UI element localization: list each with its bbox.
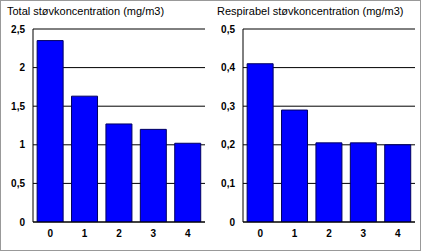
svg-text:0: 0 [229, 217, 235, 228]
svg-text:0,3: 0,3 [221, 101, 235, 112]
html-text:Total støvkoncentration (mg/m3: Total støvkoncentration (mg/m3) [7, 5, 165, 17]
svg-text:4: 4 [185, 228, 191, 239]
svg-text:1,5: 1,5 [11, 101, 25, 112]
svg-text:2,5: 2,5 [11, 24, 25, 35]
svg-text:2: 2 [19, 62, 25, 73]
svg-text:0,1: 0,1 [221, 178, 235, 189]
svg-text:0: 0 [47, 228, 53, 239]
svg-text:4: 4 [395, 228, 401, 239]
svg-text:0,2: 0,2 [221, 139, 235, 150]
html-text:Respirabel støvkoncentration (: Respirabel støvkoncentration (mg/m3) [217, 5, 404, 17]
svg-text:3: 3 [361, 228, 367, 239]
svg-text:1: 1 [82, 228, 88, 239]
svg-text:0,4: 0,4 [221, 62, 235, 73]
svg-text:3: 3 [151, 228, 157, 239]
svg-text:0: 0 [19, 217, 25, 228]
svg-text:2: 2 [116, 228, 122, 239]
svg-text:2: 2 [326, 228, 332, 239]
svg-text:0: 0 [257, 228, 263, 239]
svg-text:1: 1 [292, 228, 298, 239]
svg-text:1: 1 [19, 139, 25, 150]
svg-text:0,5: 0,5 [11, 178, 25, 189]
svg-text:0,5: 0,5 [221, 24, 235, 35]
